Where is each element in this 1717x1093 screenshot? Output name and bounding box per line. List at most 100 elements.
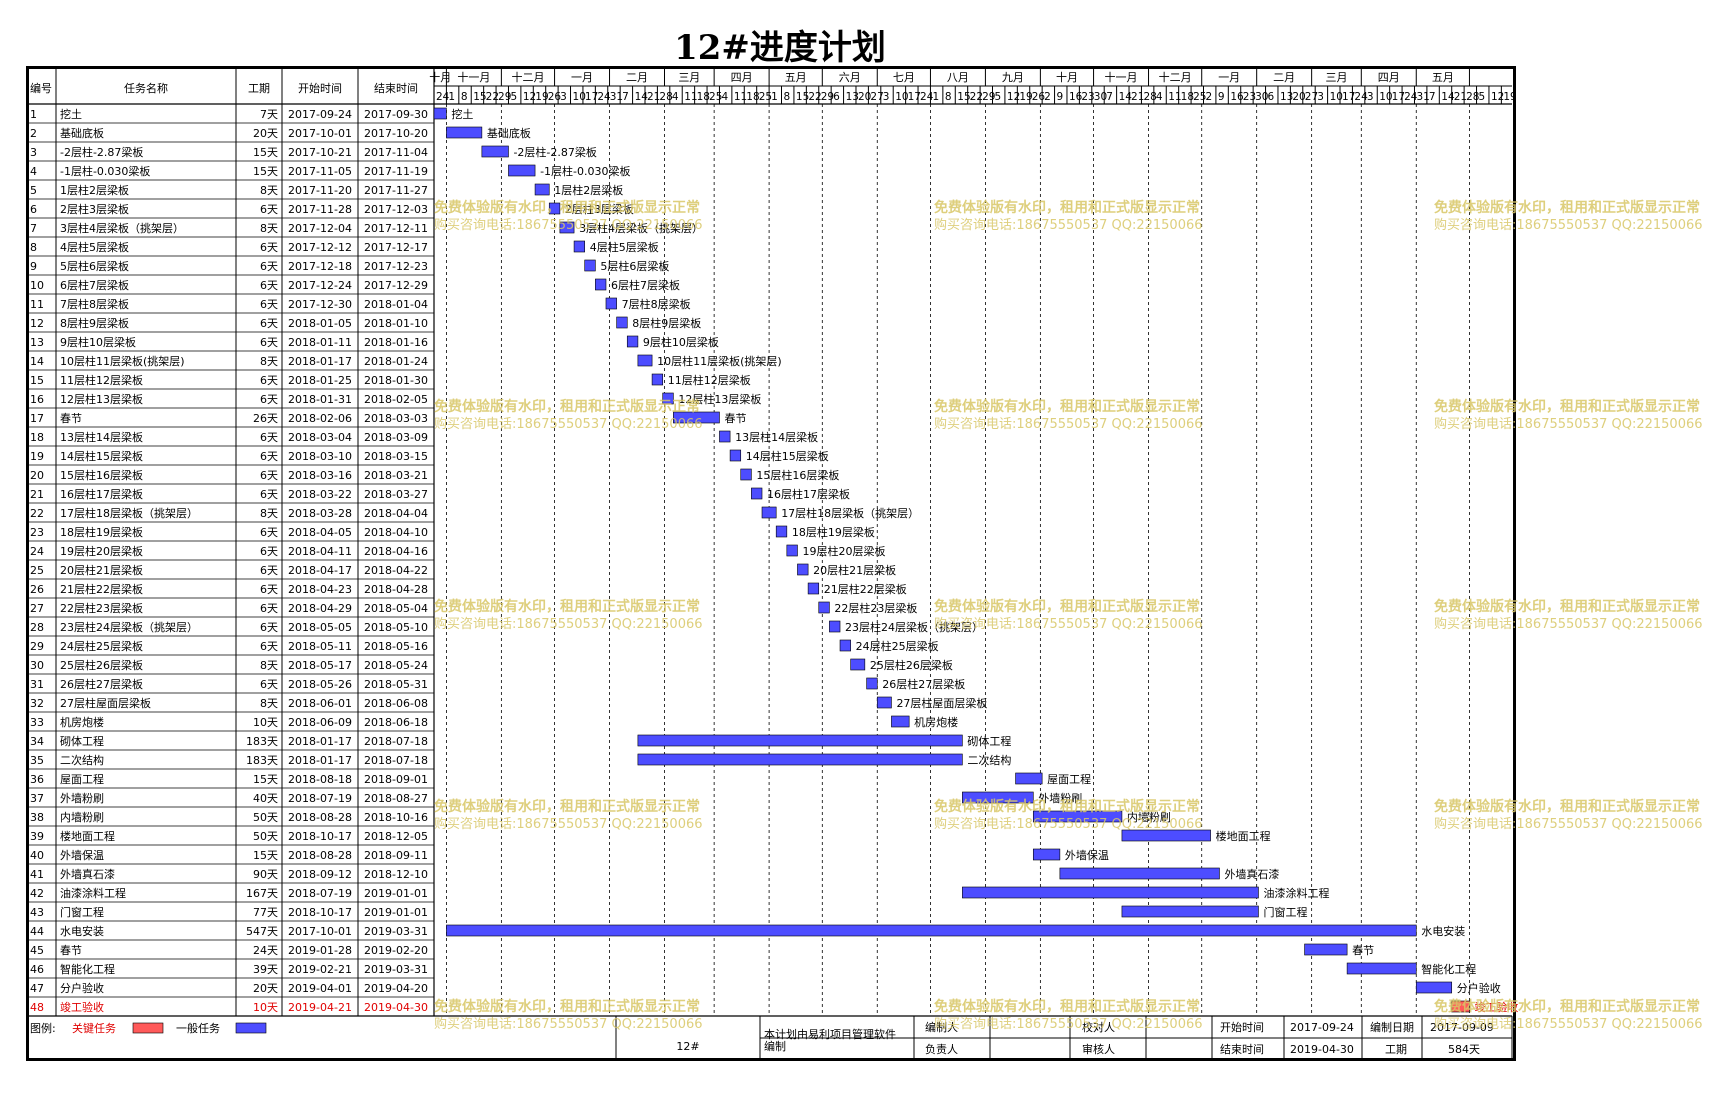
month-label: 三月 bbox=[1325, 71, 1347, 84]
task-name: 13层柱14层梁板 bbox=[60, 430, 143, 444]
footer-end-value: 2019-04-30 bbox=[1290, 1043, 1354, 1056]
task-id: 35 bbox=[30, 754, 44, 767]
task-id: 10 bbox=[30, 279, 44, 292]
month-label: 十二月 bbox=[511, 70, 544, 84]
task-bar-label: 22层柱23层梁板 bbox=[834, 601, 917, 615]
week-tick-label: 21 bbox=[647, 91, 660, 103]
task-name: 砌体工程 bbox=[60, 734, 104, 748]
task-id: 43 bbox=[30, 906, 44, 919]
week-tick-label: 27 bbox=[870, 91, 883, 103]
task-id: 47 bbox=[30, 982, 44, 995]
task-end: 2018-04-28 bbox=[364, 583, 428, 596]
task-bar bbox=[637, 354, 653, 367]
task-end: 2018-03-21 bbox=[364, 469, 428, 482]
task-name: 19层柱20层梁板 bbox=[60, 544, 143, 558]
footer-note-2: 编制 bbox=[764, 1039, 786, 1053]
task-name: 智能化工程 bbox=[60, 962, 115, 976]
month-label: 十月 bbox=[429, 70, 451, 84]
task-bar bbox=[719, 430, 731, 443]
task-duration: 15天 bbox=[253, 849, 278, 862]
task-duration: 8天 bbox=[260, 697, 278, 710]
watermark-line-1: 免费体验版有水印，租用和正式版显示正常 bbox=[434, 998, 700, 1015]
column-header-dur: 工期 bbox=[248, 82, 270, 95]
week-tick-label: 18 bbox=[746, 91, 759, 103]
watermark-line-2: 购买咨询电话:18675550537 QQ:22150066 bbox=[1434, 416, 1703, 432]
task-bar bbox=[1346, 962, 1417, 975]
task-id: 45 bbox=[30, 944, 44, 957]
week-tick-label: 4 bbox=[1156, 91, 1163, 103]
task-bar-label: 油漆涂料工程 bbox=[1263, 886, 1329, 900]
week-tick-label: 10 bbox=[573, 91, 586, 103]
month-label: 七月 bbox=[893, 71, 915, 84]
watermark-line-1: 免费体验版有水印，租用和正式版显示正常 bbox=[1434, 998, 1700, 1015]
task-id: 46 bbox=[30, 963, 44, 976]
task-bar-label: 10层柱11层梁板(挑架层) bbox=[657, 354, 782, 368]
task-bar bbox=[637, 753, 963, 766]
task-duration: 8天 bbox=[260, 222, 278, 235]
task-bar bbox=[1059, 867, 1220, 880]
task-bar-label: 外墙粉刷 bbox=[1038, 791, 1082, 805]
task-duration: 6天 bbox=[260, 317, 278, 330]
week-tick-label: 17 bbox=[585, 91, 598, 103]
task-name: 17层柱18层梁板（挑架层） bbox=[60, 506, 198, 520]
task-name: 20层柱21层梁板 bbox=[60, 563, 143, 577]
task-bar bbox=[1121, 905, 1259, 918]
week-tick-label: 29 bbox=[982, 91, 995, 103]
task-bar bbox=[850, 658, 866, 671]
week-tick-label: 30 bbox=[1094, 91, 1107, 103]
task-duration: 7天 bbox=[260, 108, 278, 121]
week-tick-label: 25 bbox=[1193, 91, 1206, 103]
task-end: 2018-03-03 bbox=[364, 412, 428, 425]
task-name: 15层柱16层梁板 bbox=[60, 468, 143, 482]
task-end: 2018-04-04 bbox=[364, 507, 428, 520]
task-duration: 6天 bbox=[260, 545, 278, 558]
week-tick-label: 3 bbox=[1317, 91, 1324, 103]
week-tick-label: 3 bbox=[883, 91, 890, 103]
task-name: 分户验收 bbox=[60, 981, 104, 995]
task-start: 2018-08-28 bbox=[288, 811, 352, 824]
week-tick-label: 9 bbox=[1057, 91, 1064, 103]
task-bar bbox=[616, 316, 628, 329]
task-id: 23 bbox=[30, 526, 44, 539]
task-duration: 50天 bbox=[253, 830, 278, 843]
task-duration: 6天 bbox=[260, 431, 278, 444]
watermark-line-1: 免费体验版有水印，租用和正式版显示正常 bbox=[434, 398, 700, 415]
task-start: 2018-07-19 bbox=[288, 887, 352, 900]
task-duration: 8天 bbox=[260, 659, 278, 672]
task-duration: 39天 bbox=[253, 963, 278, 976]
week-tick-label: 19 bbox=[535, 91, 548, 103]
task-bar bbox=[481, 145, 509, 158]
task-start: 2018-08-28 bbox=[288, 849, 352, 862]
week-tick-label: 13 bbox=[846, 91, 859, 103]
watermark-line-2: 购买咨询电话:18675550537 QQ:22150066 bbox=[934, 816, 1203, 832]
legend-critical-label: 关键任务 bbox=[72, 1021, 116, 1035]
legend-normal-label: 一般任务 bbox=[176, 1022, 220, 1035]
task-id: 18 bbox=[30, 431, 44, 444]
task-id: 39 bbox=[30, 830, 44, 843]
task-end: 2018-10-16 bbox=[364, 811, 428, 824]
task-name: 11层柱12层梁板 bbox=[60, 373, 143, 387]
task-bar-label: 18层柱19层梁板 bbox=[792, 525, 875, 539]
week-tick-label: 23 bbox=[1243, 91, 1256, 103]
task-name: 18层柱19层梁板 bbox=[60, 525, 143, 539]
task-start: 2018-01-17 bbox=[288, 355, 352, 368]
task-bar-label: 9层柱10层梁板 bbox=[643, 335, 719, 349]
task-start: 2017-10-01 bbox=[288, 925, 352, 938]
task-start: 2018-04-29 bbox=[288, 602, 352, 615]
task-name: 基础底板 bbox=[60, 126, 104, 140]
task-duration: 77天 bbox=[253, 906, 278, 919]
task-bar bbox=[1032, 848, 1061, 861]
task-id: 38 bbox=[30, 811, 44, 824]
task-duration: 10天 bbox=[253, 716, 278, 729]
task-id: 15 bbox=[30, 374, 44, 387]
task-name: 外墙粉刷 bbox=[60, 791, 104, 805]
task-name: 水电安装 bbox=[60, 924, 104, 938]
week-tick-label: 5 bbox=[1479, 91, 1486, 103]
task-start: 2019-01-28 bbox=[288, 944, 352, 957]
task-bar-label: 智能化工程 bbox=[1421, 962, 1476, 976]
week-tick-label: 10 bbox=[1330, 91, 1343, 103]
week-tick-label: 29 bbox=[821, 91, 834, 103]
task-bar bbox=[962, 791, 1034, 804]
task-id: 16 bbox=[30, 393, 44, 406]
watermark-line-1: 免费体验版有水印，租用和正式版显示正常 bbox=[934, 998, 1200, 1015]
